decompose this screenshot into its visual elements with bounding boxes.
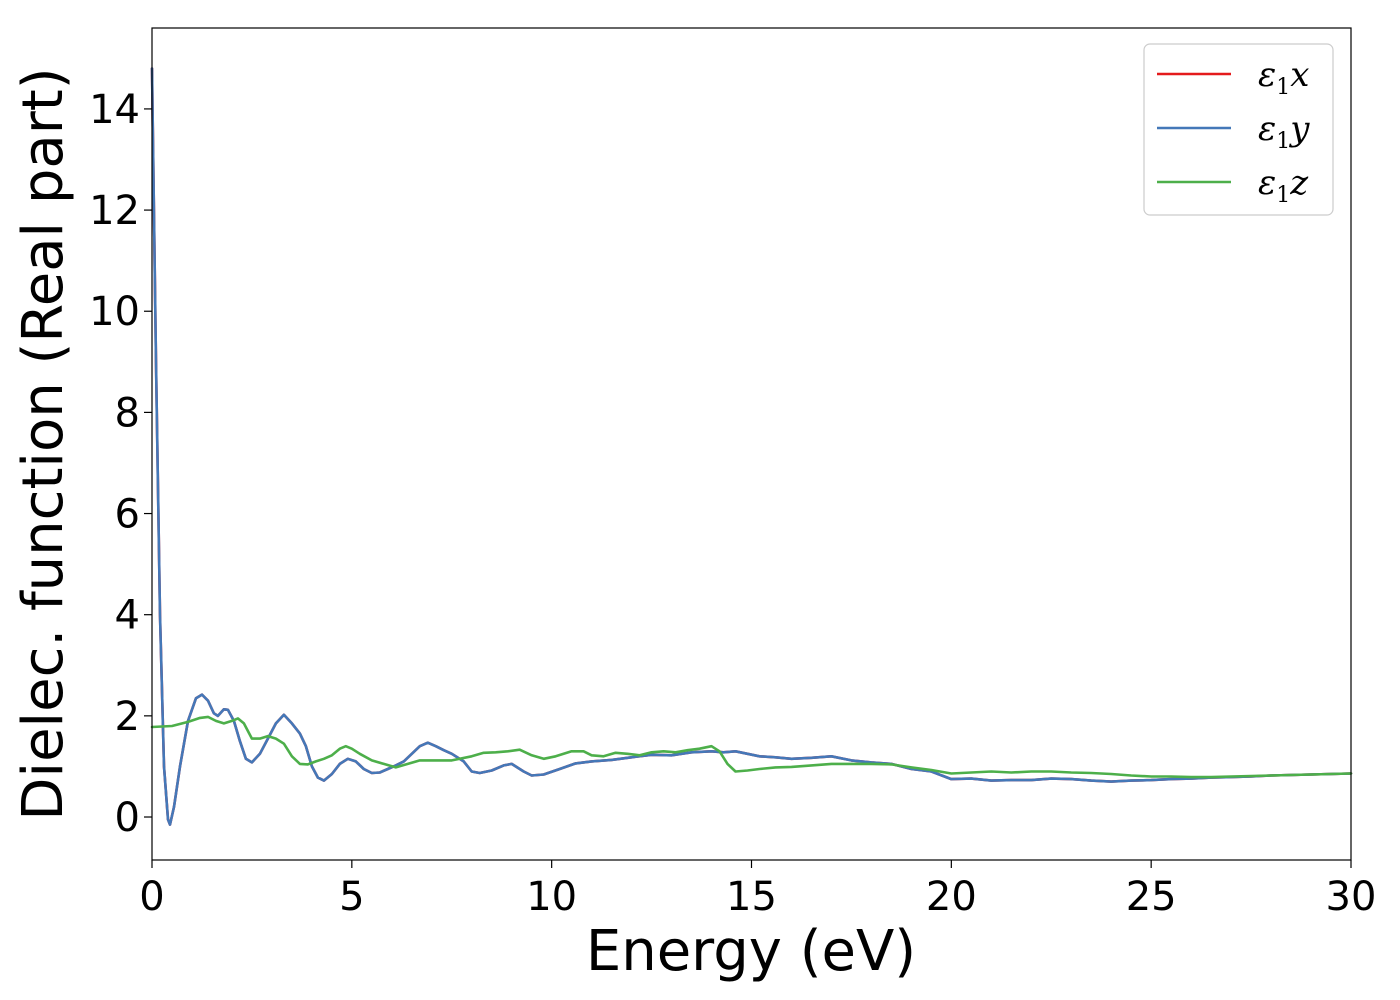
x-tick-label: 15 bbox=[726, 874, 777, 920]
series-line-y bbox=[150, 67, 1353, 826]
x-tick-label: 10 bbox=[526, 874, 577, 920]
legend-label-x: ε1x bbox=[1258, 55, 1309, 100]
x-axis: 0 5 10 15 20 25 30 bbox=[139, 860, 1376, 920]
x-tick-label: 0 bbox=[139, 874, 164, 920]
y-axis-title: Dielec. function (Real part) bbox=[11, 67, 76, 820]
y-tick-label: 8 bbox=[115, 390, 140, 436]
x-tick-label: 20 bbox=[926, 874, 977, 920]
y-tick-label: 14 bbox=[89, 87, 140, 133]
y-tick-label: 6 bbox=[115, 492, 140, 538]
y-tick-label: 2 bbox=[115, 694, 140, 740]
series-line-z bbox=[150, 715, 1353, 779]
y-axis: 0 2 4 6 8 10 12 14 bbox=[89, 87, 152, 841]
y-tick-label: 10 bbox=[89, 289, 140, 335]
legend: ε1x ε1y ε1z bbox=[1143, 43, 1334, 216]
y-tick-label: 12 bbox=[89, 188, 140, 234]
x-axis-title: Energy (eV) bbox=[586, 919, 916, 984]
legend-label-y: ε1y bbox=[1258, 109, 1310, 154]
x-tick-label: 5 bbox=[339, 874, 364, 920]
series-layer bbox=[150, 67, 1353, 826]
legend-label-z: ε1z bbox=[1258, 163, 1309, 208]
x-tick-label: 30 bbox=[1326, 874, 1377, 920]
y-tick-label: 0 bbox=[115, 795, 140, 841]
legend-box bbox=[1143, 43, 1334, 216]
x-tick-label: 25 bbox=[1126, 874, 1177, 920]
y-tick-label: 4 bbox=[115, 593, 140, 639]
